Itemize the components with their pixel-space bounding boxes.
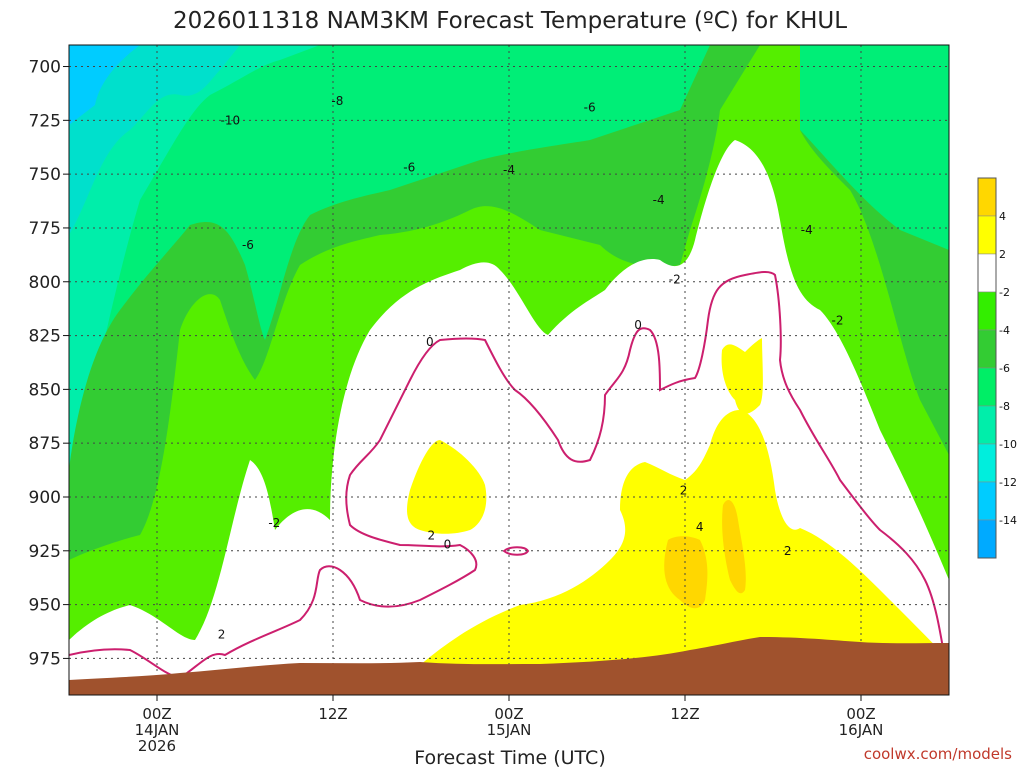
x-tick-label: 12Z [670,705,699,723]
colorbar-tick-label: 4 [999,210,1006,223]
colorbar-tick-label: -6 [999,362,1010,375]
colorbar-tick-label: -8 [999,400,1010,413]
fill-4-and-above-a [664,536,708,609]
colorbar-tick-label: 2 [999,248,1006,261]
y-tick-label: 900 [29,488,61,508]
contour-label: -2 [669,273,681,287]
colorbar-swatch [977,253,997,293]
contour-label: -6 [242,238,254,252]
colorbar-tick-label: -10 [999,438,1017,451]
x-tick-label: 16JAN [839,721,884,739]
y-tick-label: 925 [29,542,61,562]
y-tick-label: 825 [29,327,61,347]
zero-degree-isotherm-loop [502,546,530,556]
colorbar: 4 2 -2 -4 -6 -8 -10 -12 -14 [977,177,1017,559]
contour-label: -2 [832,313,844,327]
fill-2-to-4-pocket [407,440,487,534]
contour-label: -2 [268,516,280,530]
contour-label: -10 [221,113,241,127]
x-tick-label: 00Z [142,705,171,723]
x-tick-label: 14JAN [135,721,180,739]
plot-area [69,45,949,695]
x-tick-label: 00Z [846,705,875,723]
colorbar-swatch [977,291,997,331]
y-tick-label: 750 [29,165,61,185]
contour-label: 0 [444,537,452,551]
chart-title: 2026011318 NAM3KM Forecast Temperature (… [173,8,847,34]
x-tick-label: 00Z [494,705,523,723]
fill-2-to-4-aloft [721,338,763,414]
contour-label: -6 [584,100,596,114]
y-tick-label: 800 [29,273,61,293]
contour-label: -8 [331,94,343,108]
contour-label: -4 [653,193,665,207]
y-tick-label: 975 [29,649,61,669]
y-tick-label: 950 [29,596,61,616]
fill-4-and-above-b [722,500,746,594]
colorbar-swatch [977,215,997,255]
zero-degree-isotherm-main [69,271,946,680]
x-axis-label: Forecast Time (UTC) [414,747,605,768]
contour-label: -6 [403,161,415,175]
terrain-surface [69,637,949,695]
colorbar-swatch [977,367,997,407]
colorbar-swatch [977,481,997,521]
x-tick-label: 15JAN [487,721,532,739]
contour-label: -4 [801,223,813,237]
y-tick-label: 875 [29,434,61,454]
contour-label: 2 [784,544,792,558]
contour-label: 0 [426,335,434,349]
colorbar-border [977,177,997,559]
contour-label: 2 [680,484,688,498]
y-tick-label: 775 [29,219,61,239]
colorbar-tick-label: -14 [999,514,1017,527]
colorbar-swatch [977,443,997,483]
credit-link[interactable]: coolwx.com/models [864,745,1012,763]
y-tick-label: 725 [29,111,61,131]
colorbar-tick-label: -12 [999,476,1017,489]
x-tick-label: 12Z [318,705,347,723]
contour-label: 0 [634,318,642,332]
colorbar-tick-label: -4 [999,324,1010,337]
fill-minus-12-to-minus-14 [69,45,140,125]
colorbar-swatch [977,177,997,217]
y-axis: 700 725 750 775 800 825 850 875 900 925 950 975 [29,58,69,669]
y-tick-label: 850 [29,380,61,400]
colorbar-swatch [977,519,997,559]
colorbar-swatch [977,329,997,369]
contour-label: -4 [503,163,515,177]
colorbar-tick-label: -2 [999,286,1010,299]
y-tick-label: 700 [29,58,61,78]
colorbar-swatch [977,405,997,445]
contour-label: 4 [696,520,704,534]
contour-label: 2 [218,628,226,642]
contour-label: 2 [427,529,435,543]
x-tick-label: 2026 [138,737,176,755]
